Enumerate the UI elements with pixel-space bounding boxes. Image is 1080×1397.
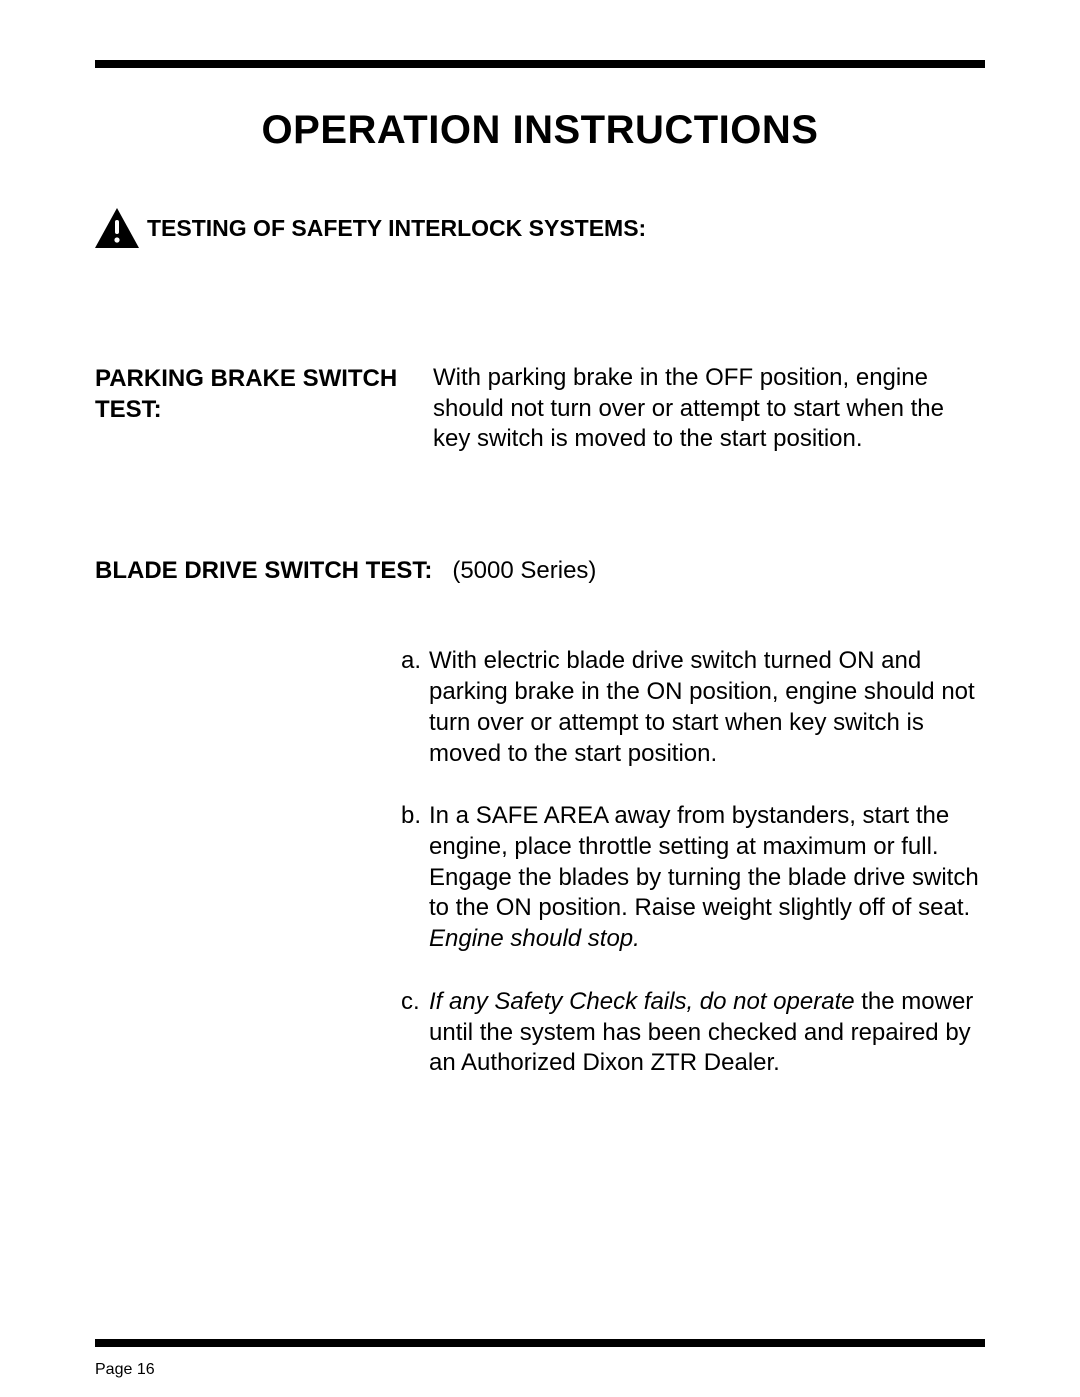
parking-brake-test: PARKING BRAKE SWITCH TEST: With parking … [95, 363, 985, 455]
item-text-plain: In a SAFE AREA away from bystanders, sta… [429, 802, 979, 921]
rule-bottom [95, 1339, 985, 1347]
blade-drive-items: a. With electric blade drive switch turn… [401, 646, 985, 1079]
section-header: TESTING OF SAFETY INTERLOCK SYSTEMS: [95, 208, 985, 248]
item-text: With electric blade drive switch turned … [429, 646, 985, 769]
item-letter: b. [401, 801, 429, 955]
page-number: Page 16 [95, 1361, 155, 1379]
list-item: b. In a SAFE AREA away from bystanders, … [401, 801, 985, 955]
blade-drive-series: (5000 Series) [452, 557, 596, 585]
page-title: OPERATION INSTRUCTIONS [95, 108, 985, 153]
blade-drive-header: BLADE DRIVE SWITCH TEST: (5000 Series) [95, 555, 985, 586]
blade-drive-label: BLADE DRIVE SWITCH TEST: [95, 555, 432, 586]
parking-brake-body: With parking brake in the OFF position, … [433, 363, 985, 455]
item-text-italic: If any Safety Check fails, do not operat… [429, 988, 861, 1015]
item-text: In a SAFE AREA away from bystanders, sta… [429, 801, 985, 955]
item-text-italic: Engine should stop. [429, 925, 640, 952]
list-item: a. With electric blade drive switch turn… [401, 646, 985, 769]
item-letter: a. [401, 646, 429, 769]
warning-icon [95, 208, 139, 248]
rule-top [95, 60, 985, 68]
document-page: OPERATION INSTRUCTIONS TESTING OF SAFETY… [0, 0, 1080, 1397]
parking-brake-label: PARKING BRAKE SWITCH TEST: [95, 363, 433, 425]
blade-drive-test: BLADE DRIVE SWITCH TEST: (5000 Series) a… [95, 555, 985, 1079]
list-item: c. If any Safety Check fails, do not ope… [401, 987, 985, 1079]
section-heading-label: TESTING OF SAFETY INTERLOCK SYSTEMS: [147, 215, 646, 242]
item-text: If any Safety Check fails, do not operat… [429, 987, 985, 1079]
item-letter: c. [401, 987, 429, 1079]
